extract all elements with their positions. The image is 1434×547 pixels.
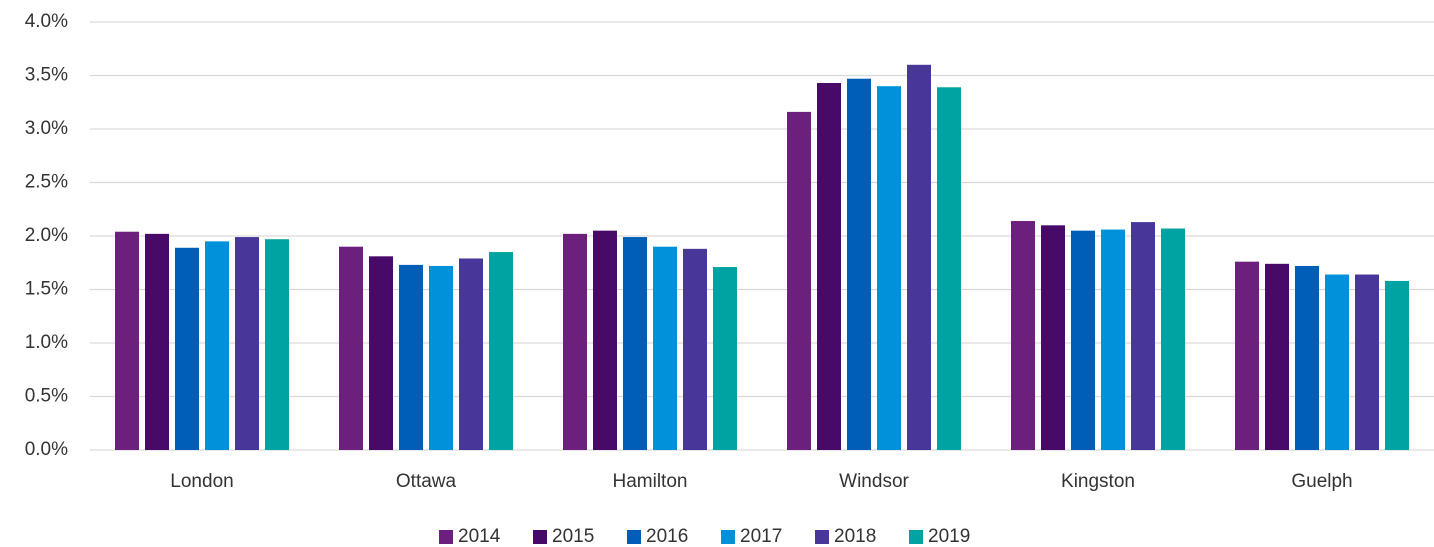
y-tick-label: 3.0% <box>25 118 68 139</box>
y-tick-label: 4.0% <box>25 11 68 32</box>
bar <box>847 78 871 451</box>
bar <box>877 86 901 450</box>
bar <box>489 252 513 450</box>
bar <box>265 239 289 450</box>
x-tick-label: London <box>170 471 233 492</box>
legend-swatch <box>439 530 453 544</box>
y-tick-label: 0.0% <box>25 439 68 460</box>
bar <box>1041 225 1065 450</box>
y-tick-label: 0.5% <box>25 386 68 407</box>
legend-swatch <box>909 530 923 544</box>
legend-swatch <box>627 530 641 544</box>
bar <box>1295 265 1319 450</box>
bar <box>1131 222 1155 450</box>
bar <box>937 87 961 451</box>
bar <box>339 246 363 450</box>
bar <box>1235 261 1259 450</box>
bar <box>429 265 453 450</box>
bar <box>1325 274 1349 450</box>
bar <box>1071 230 1095 450</box>
y-tick-label: 3.5% <box>25 65 68 86</box>
legend-label: 2019 <box>928 526 970 547</box>
bar <box>817 82 841 451</box>
bar <box>115 231 139 450</box>
legend-swatch <box>815 530 829 544</box>
bar <box>1355 274 1379 450</box>
bar <box>235 237 259 450</box>
bar <box>1161 228 1185 450</box>
legend-label: 2014 <box>458 526 501 547</box>
x-tick-label: Hamilton <box>613 471 688 492</box>
bar <box>653 246 677 450</box>
legend-swatch <box>533 530 547 544</box>
bar <box>175 247 199 450</box>
bar <box>787 111 811 450</box>
bar <box>1011 221 1035 450</box>
bar <box>683 248 707 450</box>
legend-label: 2018 <box>834 526 876 547</box>
bar <box>205 241 229 450</box>
bar <box>1385 280 1409 450</box>
y-tick-label: 1.5% <box>25 279 68 300</box>
bar <box>563 233 587 450</box>
bar <box>1265 263 1289 450</box>
y-tick-label: 2.0% <box>25 225 68 246</box>
bar <box>623 237 647 450</box>
legend-label: 2017 <box>740 526 782 547</box>
y-tick-label: 1.0% <box>25 332 68 353</box>
x-tick-label: Kingston <box>1061 471 1135 492</box>
x-tick-label: Windsor <box>839 471 909 492</box>
x-tick-label: Guelph <box>1291 471 1352 492</box>
x-tick-label: Ottawa <box>396 471 457 492</box>
bar <box>713 267 737 450</box>
bar <box>1101 229 1125 450</box>
legend-label: 2015 <box>552 526 594 547</box>
bar <box>369 256 393 450</box>
y-tick-label: 2.5% <box>25 172 68 193</box>
legend-swatch <box>721 530 735 544</box>
legend-label: 2016 <box>646 526 688 547</box>
bar <box>399 264 423 450</box>
bar <box>907 64 931 451</box>
bar <box>145 233 169 450</box>
bar <box>593 230 617 450</box>
bar <box>459 258 483 450</box>
